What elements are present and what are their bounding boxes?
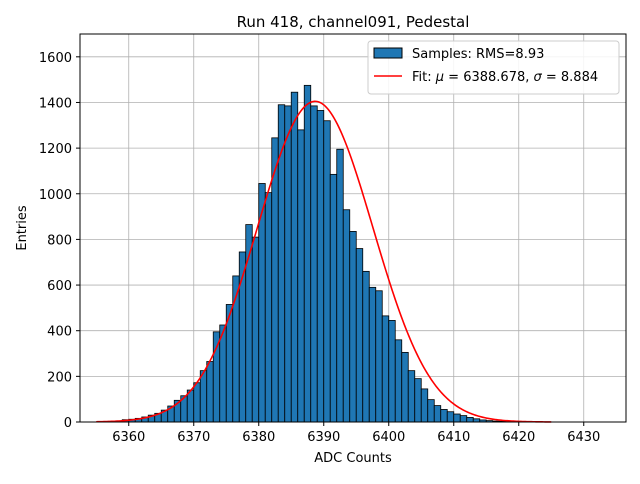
histogram-bar bbox=[187, 390, 194, 422]
legend: Samples: RMS=8.93 Fit: μ = 6388.678, σ =… bbox=[368, 41, 619, 94]
histogram-bar bbox=[382, 316, 389, 422]
y-tick-label: 200 bbox=[47, 370, 72, 385]
y-tick-label: 800 bbox=[47, 233, 72, 248]
histogram-bar bbox=[285, 106, 292, 422]
x-tick-label: 6410 bbox=[437, 430, 470, 445]
x-tick-label: 6370 bbox=[177, 430, 210, 445]
histogram-bar bbox=[363, 271, 370, 422]
histogram-bar bbox=[252, 237, 259, 422]
x-tick-label: 6380 bbox=[242, 430, 275, 445]
histogram-bar bbox=[265, 193, 272, 422]
x-tick-label: 6390 bbox=[307, 430, 340, 445]
y-tick-label: 400 bbox=[47, 325, 72, 340]
histogram-bar bbox=[408, 371, 415, 422]
histogram-bar bbox=[330, 174, 337, 422]
histogram-bar bbox=[324, 121, 331, 422]
x-tick-label: 6430 bbox=[567, 430, 600, 445]
histogram-bar bbox=[213, 332, 220, 422]
histogram-bar bbox=[447, 412, 454, 422]
histogram-bar bbox=[317, 110, 324, 422]
x-axis-label: ADC Counts bbox=[314, 451, 392, 466]
histogram-bar bbox=[343, 210, 350, 422]
histogram-bar bbox=[376, 291, 383, 422]
histogram-bar bbox=[402, 352, 409, 422]
legend-label-samples: Samples: RMS=8.93 bbox=[412, 47, 544, 62]
histogram-bar bbox=[454, 414, 461, 422]
histogram-bar bbox=[272, 138, 279, 422]
x-tick-label: 6360 bbox=[112, 430, 145, 445]
fit-label-prefix: Fit: bbox=[412, 70, 436, 85]
histogram-bar bbox=[194, 383, 201, 422]
fit-sigma-value: = 8.884 bbox=[542, 70, 598, 85]
x-tick-label: 6420 bbox=[502, 430, 535, 445]
fit-mu-symbol: μ bbox=[435, 70, 444, 85]
histogram-bar bbox=[428, 400, 435, 422]
histogram-bar bbox=[389, 320, 396, 422]
histogram-bar bbox=[207, 362, 214, 422]
histogram-bar bbox=[395, 340, 402, 422]
y-tick-label: 0 bbox=[64, 416, 72, 431]
histogram-bar bbox=[311, 106, 318, 422]
fit-mu-value: = 6388.678, bbox=[444, 70, 533, 85]
histogram-bar bbox=[298, 130, 305, 422]
histogram-bar bbox=[441, 409, 448, 422]
y-tick-label: 1200 bbox=[39, 142, 72, 157]
legend-swatch-samples bbox=[374, 48, 402, 58]
histogram-bar bbox=[350, 231, 357, 422]
histogram-bar bbox=[421, 389, 428, 422]
x-tick-label: 6400 bbox=[372, 430, 405, 445]
histogram-bar bbox=[369, 287, 376, 422]
y-tick-label: 600 bbox=[47, 279, 72, 294]
histogram-bar bbox=[356, 249, 363, 422]
histogram-bar bbox=[434, 406, 441, 422]
y-tick-label: 1400 bbox=[39, 96, 72, 111]
histogram-bar bbox=[467, 417, 474, 422]
histogram-bar bbox=[337, 149, 344, 422]
histogram-bar bbox=[291, 92, 298, 422]
chart-title: Run 418, channel091, Pedestal bbox=[237, 13, 470, 31]
histogram-bar bbox=[460, 416, 467, 422]
y-tick-label: 1600 bbox=[39, 51, 72, 66]
y-axis-label: Entries bbox=[15, 205, 30, 251]
y-tick-label: 1000 bbox=[39, 188, 72, 203]
histogram-bar bbox=[304, 85, 311, 422]
histogram-bar bbox=[415, 379, 422, 422]
legend-label-fit: Fit: μ = 6388.678, σ = 8.884 bbox=[412, 70, 598, 85]
histogram-bar bbox=[200, 371, 207, 422]
